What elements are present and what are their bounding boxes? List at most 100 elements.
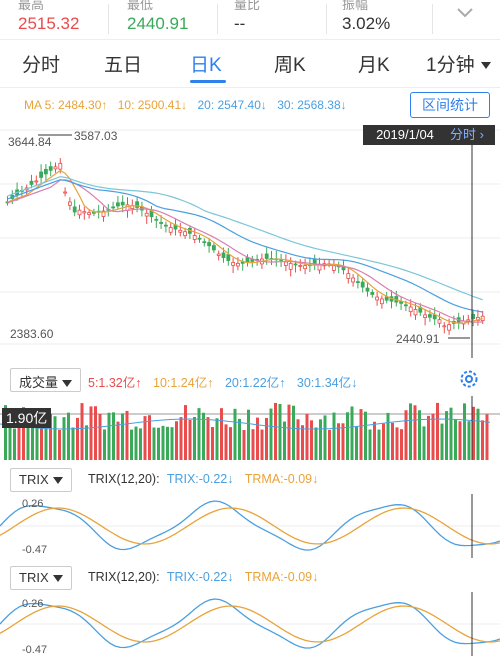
stat-amplitude: 振幅 3.02% [342, 0, 447, 40]
volume-bar [395, 427, 399, 460]
candle-body [288, 263, 293, 270]
candle-body [303, 265, 308, 270]
volume-bar [251, 429, 255, 460]
trix-indicator-select[interactable]: TRIX [10, 468, 72, 492]
stat-volume-ratio: 量比 -- [234, 0, 339, 40]
candle-body [48, 166, 53, 171]
volume-bar [373, 421, 376, 460]
volume-bar [310, 420, 313, 460]
candle-body [466, 319, 471, 322]
tab-weekly-k[interactable]: 周K [274, 55, 306, 76]
tab-daily-k[interactable]: 日K [190, 55, 222, 76]
trix-indicator-select-2[interactable]: TRIX [10, 566, 72, 590]
volume-bar [121, 413, 124, 460]
gear-icon[interactable] [458, 368, 480, 390]
ma-legend: MA 5: 2484.30↑ 10: 2500.41↓ 20: 2547.40↓… [24, 98, 354, 112]
trix-axis-top: 0.26 [22, 498, 44, 510]
volume-bar [193, 416, 196, 460]
candle-body [283, 261, 288, 266]
candle-body [101, 210, 106, 217]
volume-bar [413, 405, 417, 460]
trma-line [0, 605, 500, 643]
volume-indicator-select[interactable]: 成交量 [10, 368, 82, 392]
volume-bar [85, 425, 88, 460]
intraday-link-badge[interactable]: 分时 › [447, 125, 495, 145]
volume-bar [143, 416, 147, 460]
active-tab-indicator [190, 80, 226, 83]
volume-bar [107, 412, 111, 460]
candle-body [207, 242, 212, 247]
stat-high: 最高 2515.32 [18, 0, 123, 40]
volume-bar [409, 403, 412, 460]
volume-bar [274, 402, 277, 460]
volume-bar [206, 417, 210, 460]
volume-bar [175, 421, 178, 460]
volume-bar [364, 411, 367, 460]
tab-minute-dropdown[interactable]: 1分钟 [426, 50, 491, 82]
volume-bar [269, 408, 273, 460]
candle-body [183, 231, 188, 237]
candle-body [226, 254, 231, 261]
candle-body [365, 287, 370, 292]
tab-five-day[interactable]: 五日 [104, 55, 143, 76]
volume-bar [377, 429, 381, 460]
volume-bar [400, 429, 403, 460]
candle-body [413, 309, 418, 316]
candle-body [120, 201, 125, 206]
candle-body [298, 265, 303, 267]
interval-stats-button[interactable]: 区间统计 [410, 92, 490, 118]
candlestick-chart[interactable] [0, 122, 500, 358]
volume-chart[interactable] [0, 396, 500, 460]
volume-bar [391, 422, 394, 460]
volume-bar [350, 406, 354, 460]
volume-bar [382, 423, 385, 460]
volume-bar [445, 411, 448, 460]
volume-bar [62, 417, 66, 460]
volume-bar [188, 419, 192, 460]
current-volume-badge: 1.90亿 [2, 408, 52, 428]
chevron-down-icon[interactable] [456, 6, 474, 20]
tab-monthly-k[interactable]: 月K [358, 55, 390, 76]
stat-high-value: 2515.32 [18, 14, 80, 33]
ma20-value: 20: 2547.40↓ [197, 98, 267, 112]
volume-bar [229, 427, 232, 460]
candle-body [44, 168, 48, 175]
trix-axis-top-2: 0.26 [22, 598, 44, 610]
stat-amplitude-label: 振幅 [342, 0, 369, 12]
chevron-down-icon [52, 575, 63, 583]
volume-bar [386, 412, 390, 460]
volume-bar [80, 403, 84, 460]
volume-bar [242, 429, 246, 460]
volume-bar [166, 426, 169, 460]
volume-bar [454, 419, 457, 460]
trix-select-label: TRIX [19, 472, 49, 487]
volume-bar [211, 427, 214, 460]
ma5-value: MA 5: 2484.30↑ [24, 98, 108, 112]
volume-bar [476, 408, 480, 460]
chevron-down-icon [480, 62, 491, 70]
volume-bar [179, 417, 183, 460]
volume-bar [355, 426, 358, 460]
volume-bar [67, 412, 70, 460]
stat-low-value: 2440.91 [127, 14, 189, 33]
volume-bar [13, 428, 16, 460]
trix-chart-2[interactable] [0, 592, 500, 656]
vol-ma5: 5:1.32亿↑ [88, 376, 142, 390]
candle-body [116, 202, 120, 207]
volume-bar [440, 423, 444, 460]
candle-body [211, 245, 216, 251]
candle-body [202, 241, 207, 244]
candle-body [264, 253, 269, 259]
vol-ma30: 30:1.34亿↓ [296, 376, 358, 390]
candle-body [135, 201, 140, 208]
candle-body [168, 227, 173, 233]
trix-panel-header: TRIX TRIX(12,20): TRIX:-0.22↓ TRMA:-0.09… [0, 468, 500, 492]
candle-body [29, 180, 34, 185]
candle-body [68, 201, 72, 206]
tab-minute-label: 1分钟 [426, 55, 475, 76]
trix-chart[interactable] [0, 494, 500, 558]
stat-low: 最低 2440.91 [127, 0, 232, 40]
volume-bar [224, 424, 228, 460]
tab-intraday[interactable]: 分时 [22, 55, 61, 76]
volume-bar [449, 407, 453, 460]
